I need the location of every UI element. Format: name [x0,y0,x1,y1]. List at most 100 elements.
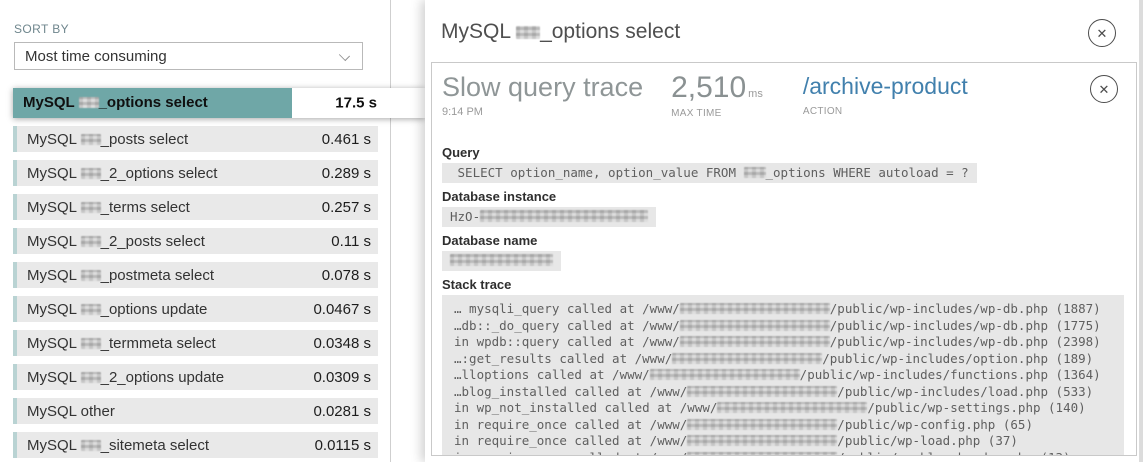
trace-card-header: Slow query trace 9:14 PM 2,510 ms MAX TIM… [432,63,1136,119]
query-time: 0.0309 s [313,368,371,386]
query-name: MySQL other [27,402,115,420]
query-name: MySQL _sitemeta select [27,436,210,454]
query-list-item[interactable]: MySQL _2_options select 0.289 s [13,160,378,186]
query-list-item[interactable]: MySQL _2_posts select 0.11 s [13,228,378,254]
query-detail-panel: MySQL _options select ✕ Slow query trace… [425,0,1143,462]
redacted-text [687,385,838,397]
query-time: 0.0281 s [313,402,371,420]
database-instance-value: HzO- [442,207,657,227]
query-name: MySQL _posts select [27,130,189,148]
trace-title-block: Slow query trace 9:14 PM [442,72,644,119]
redacted-text [679,336,830,347]
query-sql: SELECT option_name, option_value FROM _o… [442,163,977,183]
redacted-text [672,352,823,364]
max-time-unit: ms [748,88,763,100]
query-sql-before: SELECT option_name, option_value FROM [450,165,744,180]
query-time: 0.078 s [321,266,371,284]
stack-frame: in wp_not_installed called at /www//publ… [454,400,1086,415]
redacted-text [80,235,101,247]
query-time: 0.257 s [321,198,371,216]
close-glyph: ✕ [1096,25,1108,41]
query-list-item[interactable]: MySQL other 0.0281 s [13,398,378,424]
max-time-label: MAX TIME [671,108,722,119]
redacted-text [516,26,541,39]
stack-frame: in require_once called at /www//public/w… [454,416,1033,432]
query-time: 17.5 s [335,94,377,112]
redacted-text [80,269,101,281]
query-list-item[interactable]: MySQL _posts select 0.461 s [13,126,378,152]
detail-title: MySQL _options select [441,20,680,44]
trace-sections: Query SELECT option_name, option_value F… [442,145,1124,455]
page-edge-strip [1139,0,1143,462]
stack-frame: …blog_installed called at /www//public/w… [454,383,1094,399]
query-time: 0.289 s [321,164,371,182]
query-list-item[interactable]: MySQL _terms select 0.257 s [13,194,378,220]
query-name: MySQL _2_options select [27,164,218,182]
slow-query-trace-card: Slow query trace 9:14 PM 2,510 ms MAX TIM… [431,62,1137,456]
close-icon[interactable]: ✕ [1088,19,1116,47]
query-name: MySQL _postmeta select [27,266,215,284]
redacted-text [679,319,830,331]
query-sql-after: _options WHERE autoload = ? [765,165,969,180]
action-link[interactable]: /archive-product [802,73,968,99]
query-name: MySQL _2_options update [27,368,225,386]
database-name-value [442,251,561,271]
action-label: ACTION [802,105,843,117]
query-name: MySQL _terms select [27,198,190,216]
trace-title: Slow query trace [442,72,644,102]
max-time-value: 2,510 [671,71,747,104]
redacted-text [717,402,868,413]
query-list-item[interactable]: MySQL _options select 17.5 s [13,88,425,118]
trace-timestamp: 9:14 PM [442,105,483,118]
database-name-heading: Database name [442,233,538,248]
query-name: MySQL _options select [13,88,292,118]
redacted-text [743,167,766,178]
query-time: 0.0115 s [314,436,371,454]
redacted-text [480,210,649,222]
query-time: 0.0467 s [313,300,371,318]
redacted-text [78,97,99,108]
close-trace-icon[interactable]: ✕ [1090,75,1118,103]
database-instance-heading: Database instance [442,189,557,204]
query-list-item[interactable]: MySQL _2_options update 0.0309 s [13,364,378,390]
detail-title-prefix: MySQL [441,20,517,43]
stack-frame: in require_once called at /www//public/w… [454,433,1018,448]
query-time: 0.0348 s [313,334,371,352]
query-time: 0.11 s [331,232,371,250]
stack-frame: in require_once called at /www//public/w… [454,450,1114,455]
query-list-item[interactable]: MySQL _postmeta select 0.078 s [13,262,378,288]
stack-frame: in wpdb::query called at /www//public/wp… [454,334,1101,349]
sort-by-dropdown[interactable]: Most time consuming [14,42,363,70]
query-heading: Query [442,145,480,160]
sort-by-value: Most time consuming [25,47,167,65]
query-list-item[interactable]: MySQL _sitemeta select 0.0115 s [13,432,378,458]
close-glyph: ✕ [1098,81,1110,97]
redacted-text [80,133,101,145]
redacted-text [80,371,101,383]
redacted-text [80,303,101,315]
redacted-text [687,435,838,446]
stack-frame: … mysqli_query called at /www//public/wp… [454,301,1101,316]
query-name: MySQL _2_posts select [27,232,205,250]
database-instance-prefix: HzO- [450,209,481,224]
chevron-down-icon [338,49,351,62]
redacted-text [450,254,553,266]
redacted-text [679,303,830,314]
query-name: MySQL _termmeta select [27,334,216,352]
stack-trace-heading: Stack trace [442,277,512,292]
query-list-panel: SORT BY Most time consuming MySQL _optio… [0,0,425,462]
stack-trace-block: … mysqli_query called at /www//public/wp… [442,295,1124,455]
redacted-text [80,167,101,179]
stack-frame: …:get_results called at /www//public/wp-… [454,350,1094,366]
sort-by-label: SORT BY [14,22,70,36]
query-list-item[interactable]: MySQL _termmeta select 0.0348 s [13,330,378,356]
redacted-text [80,337,101,349]
query-list: MySQL _options select 17.5 s MySQL _posts … [13,88,425,458]
query-time: 0.461 s [321,130,371,148]
redacted-text [687,418,838,430]
redacted-text [649,369,800,380]
redacted-text [80,201,101,213]
detail-title-suffix: _options select [540,20,681,43]
query-list-item[interactable]: MySQL _options update 0.0467 s [13,296,378,322]
